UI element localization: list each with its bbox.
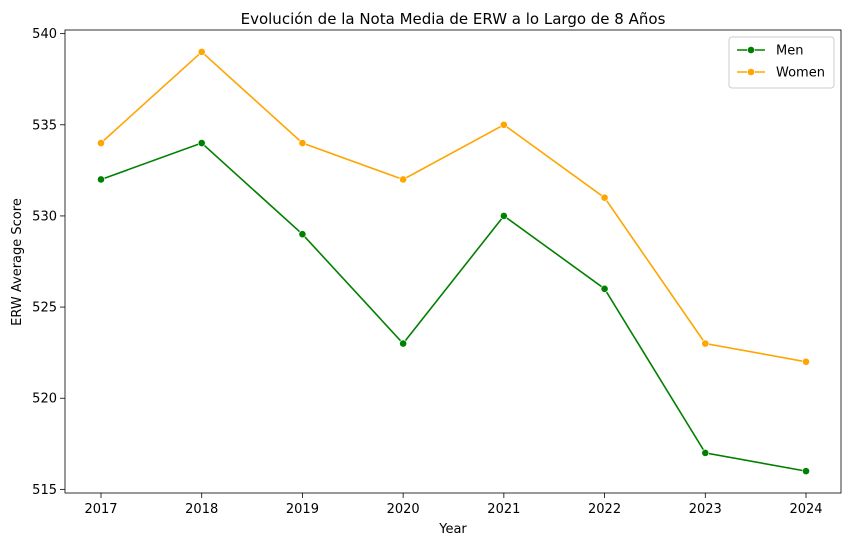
series-line-women bbox=[100, 50, 807, 363]
x-tick-label: 2022 bbox=[588, 502, 621, 517]
legend-label-men: Men bbox=[776, 44, 803, 59]
x-tick-label: 2020 bbox=[387, 502, 420, 517]
y-tick-label: 530 bbox=[32, 209, 57, 224]
data-point-women bbox=[298, 139, 307, 147]
series-layer bbox=[97, 47, 810, 476]
data-point-women bbox=[701, 339, 710, 348]
legend-marker-women bbox=[747, 68, 755, 76]
x-axis-label: Year bbox=[438, 522, 467, 537]
y-tick-label: 540 bbox=[32, 27, 57, 42]
data-point-men bbox=[399, 339, 408, 348]
legend-label-women: Women bbox=[776, 66, 825, 81]
data-point-men bbox=[802, 467, 810, 476]
y-tick-label: 515 bbox=[32, 483, 57, 498]
data-point-men bbox=[197, 139, 206, 147]
data-point-women bbox=[399, 175, 408, 184]
data-point-men bbox=[97, 175, 105, 184]
y-tick-label: 535 bbox=[32, 118, 57, 133]
x-tick-label: 2019 bbox=[286, 502, 319, 517]
data-point-men bbox=[701, 448, 710, 457]
x-axis: 2017 2018 2019 2020 2021 2022 2023 2024 bbox=[84, 493, 823, 517]
data-point-women bbox=[197, 47, 206, 56]
y-axis-label: ERW Average Score bbox=[10, 198, 25, 326]
data-point-women bbox=[600, 193, 609, 202]
series-line-men bbox=[100, 142, 807, 472]
legend: Men Women bbox=[728, 36, 835, 89]
legend-marker-men bbox=[747, 46, 755, 54]
data-point-men bbox=[499, 212, 508, 220]
y-tick-label: 525 bbox=[32, 301, 57, 316]
y-tick-label: 520 bbox=[32, 392, 57, 407]
x-tick-label: 2024 bbox=[789, 502, 822, 517]
x-tick-label: 2021 bbox=[487, 502, 520, 517]
y-axis: 515 520 525 530 535 540 bbox=[32, 27, 65, 498]
data-point-men bbox=[298, 230, 307, 239]
chart-title: Evolución de la Nota Media de ERW a lo L… bbox=[241, 10, 666, 28]
data-point-women bbox=[499, 120, 508, 129]
data-point-women bbox=[802, 357, 810, 366]
x-tick-label: 2023 bbox=[689, 502, 722, 517]
x-tick-label: 2017 bbox=[84, 502, 117, 517]
data-point-men bbox=[600, 284, 609, 293]
data-point-women bbox=[97, 139, 105, 147]
x-tick-label: 2018 bbox=[185, 502, 218, 517]
plot-area-frame bbox=[64, 29, 842, 494]
